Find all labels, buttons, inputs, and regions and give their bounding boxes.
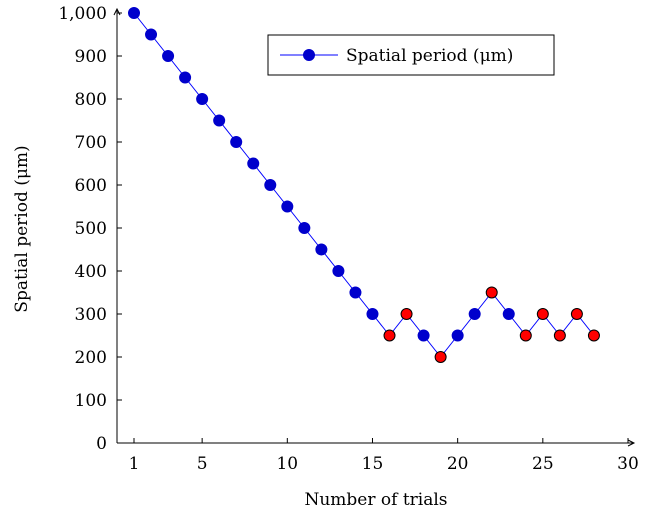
x-tick-label: 20 bbox=[447, 454, 469, 474]
legend-label: Spatial period (μm) bbox=[346, 46, 513, 66]
axes bbox=[113, 7, 636, 447]
data-point-highlighted bbox=[400, 308, 413, 320]
x-tick-label: 30 bbox=[617, 454, 639, 474]
x-tick-label: 25 bbox=[532, 454, 554, 474]
series-line-group bbox=[133, 12, 595, 358]
data-point-highlighted bbox=[570, 308, 583, 320]
data-point bbox=[162, 50, 175, 62]
data-point bbox=[264, 179, 277, 191]
y-axis-title: Spatial period (μm) bbox=[12, 145, 32, 312]
x-tick-label: 10 bbox=[276, 454, 298, 474]
legend-marker-sample bbox=[303, 49, 315, 61]
data-point-highlighted bbox=[587, 329, 600, 342]
y-tick-label: 400 bbox=[75, 262, 107, 282]
data-point bbox=[468, 308, 481, 320]
data-point-highlighted bbox=[553, 329, 566, 342]
data-point bbox=[247, 157, 260, 170]
y-tick-label: 900 bbox=[75, 47, 107, 67]
data-point-highlighted bbox=[434, 351, 447, 363]
data-point-highlighted bbox=[536, 308, 549, 320]
data-point bbox=[281, 200, 294, 213]
x-axis-title: Number of trials bbox=[304, 490, 447, 510]
data-point-highlighted bbox=[519, 329, 532, 342]
x-tick-label: 5 bbox=[197, 454, 208, 474]
data-point bbox=[128, 7, 140, 19]
data-point bbox=[145, 28, 158, 41]
legend: Spatial period (μm) bbox=[267, 34, 555, 76]
data-point-highlighted bbox=[485, 286, 498, 299]
data-point bbox=[230, 136, 243, 148]
data-point bbox=[502, 308, 515, 320]
x-axis-arrow bbox=[627, 439, 636, 447]
series-line bbox=[133, 12, 595, 358]
data-point bbox=[451, 329, 464, 342]
y-tick-label: 300 bbox=[75, 305, 107, 325]
data-point bbox=[196, 93, 209, 105]
y-tick-label: 600 bbox=[75, 176, 107, 196]
y-tick-label: 100 bbox=[75, 391, 107, 411]
y-tick-label: 0 bbox=[96, 434, 107, 454]
ticks: 1 5 10 15 20 25 300100200300400500600700800900… bbox=[58, 4, 638, 474]
data-point bbox=[213, 114, 226, 127]
data-point bbox=[332, 265, 345, 277]
data-point bbox=[349, 286, 362, 299]
data-points bbox=[128, 7, 600, 363]
data-point bbox=[366, 308, 379, 320]
y-tick-label: 500 bbox=[75, 219, 107, 239]
x-tick-label: 15 bbox=[362, 454, 384, 474]
data-point bbox=[298, 222, 311, 234]
y-tick-label: 800 bbox=[75, 90, 107, 110]
y-tick-label: 700 bbox=[75, 133, 107, 153]
x-tick-label: 1 bbox=[129, 454, 140, 474]
y-tick-label: 200 bbox=[75, 348, 107, 368]
y-tick-label: 1,000 bbox=[58, 4, 107, 24]
data-point bbox=[179, 71, 192, 84]
data-point-highlighted bbox=[383, 329, 396, 342]
data-point bbox=[315, 243, 328, 256]
data-point bbox=[417, 329, 430, 342]
